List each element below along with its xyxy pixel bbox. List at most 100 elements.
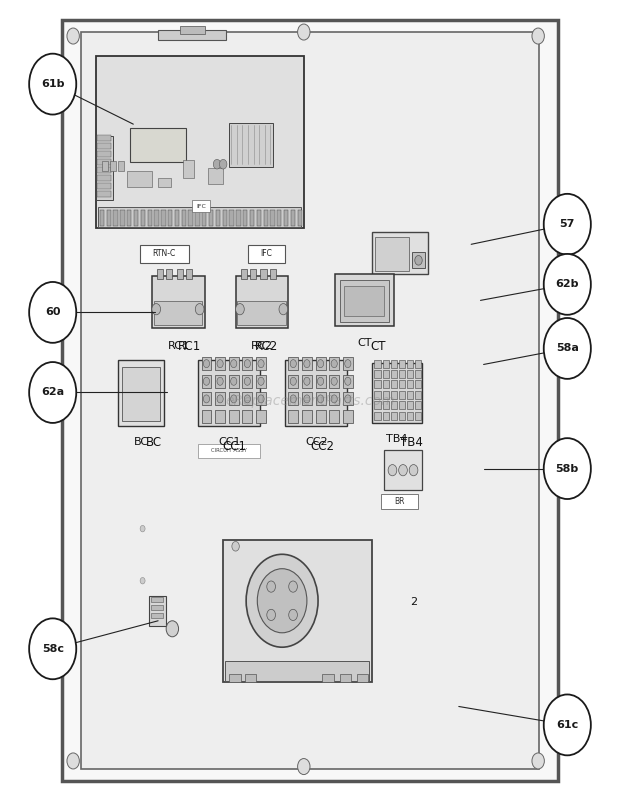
Circle shape — [244, 360, 250, 368]
Bar — [256, 375, 266, 388]
Bar — [399, 370, 405, 378]
Text: CT: CT — [357, 338, 372, 348]
Bar — [229, 210, 234, 226]
Circle shape — [29, 282, 76, 343]
Circle shape — [227, 545, 232, 552]
Bar — [229, 375, 239, 388]
Bar — [391, 412, 397, 420]
Bar — [97, 159, 111, 165]
Circle shape — [217, 377, 223, 385]
Bar — [322, 674, 334, 682]
Bar — [242, 375, 252, 388]
Bar — [374, 391, 381, 399]
Bar — [316, 357, 326, 370]
Bar — [223, 540, 372, 682]
Text: 58c: 58c — [42, 644, 64, 654]
Text: CC1: CC1 — [218, 437, 241, 447]
Bar — [415, 380, 421, 388]
Bar — [250, 269, 256, 279]
Bar — [335, 274, 394, 326]
Bar — [344, 286, 384, 316]
Bar — [188, 210, 193, 226]
Circle shape — [317, 377, 324, 385]
Bar — [383, 412, 389, 420]
Bar — [127, 171, 152, 187]
Bar — [236, 276, 288, 328]
Text: TB4: TB4 — [400, 436, 422, 449]
Circle shape — [289, 581, 298, 592]
Circle shape — [258, 377, 264, 385]
Circle shape — [232, 541, 239, 551]
Bar — [158, 30, 226, 40]
Bar — [383, 380, 389, 388]
Circle shape — [29, 362, 76, 423]
Bar — [118, 360, 164, 426]
Bar — [407, 391, 413, 399]
Bar — [260, 269, 267, 279]
Bar — [391, 360, 397, 368]
Text: BC: BC — [134, 437, 149, 447]
Bar — [372, 363, 422, 423]
Bar — [154, 210, 159, 226]
Circle shape — [290, 377, 296, 385]
Bar — [329, 392, 339, 405]
Bar — [215, 410, 225, 423]
Circle shape — [304, 395, 310, 403]
Bar — [248, 245, 285, 263]
Bar — [97, 191, 111, 197]
Bar — [229, 392, 239, 405]
Text: 2: 2 — [410, 598, 418, 607]
Bar — [374, 412, 381, 420]
Bar — [122, 367, 160, 421]
Text: BR: BR — [394, 497, 404, 506]
Bar — [375, 237, 409, 271]
Bar — [209, 210, 213, 226]
Text: CC2: CC2 — [305, 437, 327, 447]
Bar — [399, 391, 405, 399]
Circle shape — [345, 360, 351, 368]
Bar — [120, 210, 125, 226]
Bar — [236, 210, 241, 226]
Text: RTN-C: RTN-C — [153, 249, 176, 259]
Circle shape — [140, 525, 145, 532]
Bar — [256, 392, 266, 405]
Circle shape — [231, 360, 237, 368]
Bar — [270, 269, 276, 279]
Bar — [277, 210, 281, 226]
Bar — [166, 269, 172, 279]
Circle shape — [399, 465, 407, 476]
Bar — [374, 360, 381, 368]
Bar — [316, 392, 326, 405]
Bar — [302, 357, 312, 370]
Circle shape — [409, 465, 418, 476]
Bar — [291, 210, 295, 226]
Circle shape — [29, 54, 76, 115]
Bar — [374, 380, 381, 388]
Bar — [302, 392, 312, 405]
Bar — [177, 269, 183, 279]
Bar — [284, 210, 288, 226]
Circle shape — [244, 395, 250, 403]
Bar — [329, 375, 339, 388]
Bar — [243, 210, 247, 226]
Bar — [175, 210, 179, 226]
Circle shape — [331, 360, 337, 368]
Circle shape — [304, 360, 310, 368]
Bar — [329, 410, 339, 423]
Bar — [151, 605, 163, 610]
Bar — [270, 210, 275, 226]
Circle shape — [544, 694, 591, 755]
Circle shape — [267, 610, 275, 621]
Bar — [96, 136, 113, 200]
Bar — [229, 410, 239, 423]
Bar — [180, 26, 205, 34]
Circle shape — [67, 28, 79, 44]
Text: 60: 60 — [45, 308, 61, 317]
Text: 57: 57 — [560, 219, 575, 229]
Bar — [383, 360, 389, 368]
Bar — [96, 56, 304, 228]
Text: CIRCUIT ASSY: CIRCUIT ASSY — [211, 449, 247, 453]
Text: 61c: 61c — [556, 720, 578, 730]
Circle shape — [213, 159, 221, 169]
Bar — [237, 301, 286, 325]
